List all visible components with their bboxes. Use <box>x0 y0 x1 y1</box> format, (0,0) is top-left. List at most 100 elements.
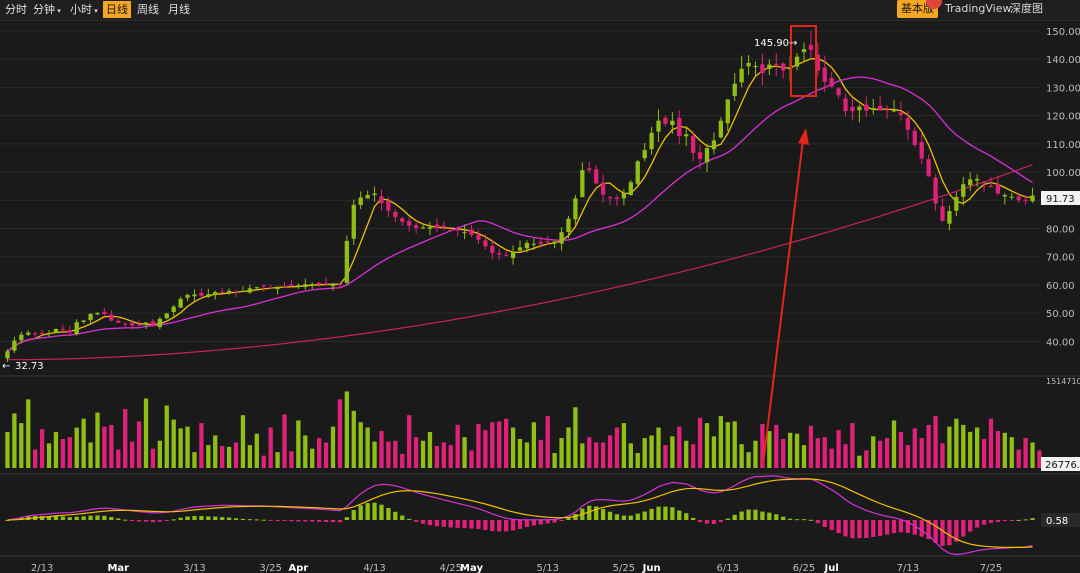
macd-histogram-bar <box>74 516 79 520</box>
candle-body <box>247 288 253 293</box>
volume-bar <box>74 427 79 468</box>
tab-daily[interactable]: 日线 <box>103 1 131 18</box>
tab-minute[interactable]: 分钟 ▾ <box>33 3 61 16</box>
candle-body <box>580 170 585 198</box>
volume-bar <box>289 451 294 468</box>
candle-body <box>199 292 204 296</box>
candle-body <box>157 318 162 328</box>
grid-lines <box>0 30 1080 557</box>
volume-bar <box>400 453 405 468</box>
macd-histogram-bar <box>677 510 682 520</box>
volume-bar <box>940 443 945 468</box>
candle-body <box>697 152 703 159</box>
volume-bar <box>427 431 433 468</box>
macd-histogram-bar <box>109 517 114 520</box>
macd-histogram-bar <box>407 518 412 520</box>
candle-body <box>448 229 453 231</box>
volume-bar <box>691 444 696 468</box>
volume-bar <box>39 429 45 468</box>
candle-body <box>407 221 412 226</box>
price-tick-label: 150.00 <box>1046 27 1080 38</box>
volume-bar <box>947 426 952 468</box>
candle-body <box>746 62 751 67</box>
candle-body <box>794 56 800 67</box>
volume-bar <box>53 431 59 468</box>
candle-body <box>988 185 994 188</box>
macd-histogram-bar <box>781 516 786 520</box>
macd-histogram-bar <box>441 520 446 527</box>
macd-histogram-bar <box>282 520 287 521</box>
date-tick-label: 3/25 <box>259 563 281 573</box>
volume-bar <box>614 427 620 468</box>
candle-body <box>434 224 440 229</box>
volume-bar <box>316 438 322 468</box>
macd-histogram-bar <box>656 506 661 520</box>
macd-histogram-bar <box>1016 519 1021 521</box>
candle-body <box>372 193 377 196</box>
macd-histogram-bar <box>1023 519 1028 521</box>
date-tick-label: 7/25 <box>980 563 1002 573</box>
candle-body <box>801 49 807 53</box>
volume-bar <box>434 446 440 468</box>
candle-body <box>940 206 945 221</box>
candle-body <box>178 298 183 308</box>
volume-bar <box>587 437 592 468</box>
volume-bar <box>275 452 280 468</box>
macd-histogram-bar <box>400 515 405 520</box>
macd-histogram-bar <box>497 520 502 532</box>
volume-bar <box>171 419 176 468</box>
candle-body <box>531 243 536 245</box>
volume-bar <box>220 446 225 468</box>
volume-bar <box>199 423 204 468</box>
macd-histogram-bar <box>275 520 280 521</box>
macd-histogram-bar <box>808 519 814 521</box>
tradingview-button[interactable]: TradingView <box>945 2 1012 15</box>
macd-histogram-bar <box>628 515 633 520</box>
macd-histogram-bar <box>337 520 343 523</box>
macd-histogram-bar <box>711 520 717 524</box>
date-tick-label: 5/25 <box>613 563 635 573</box>
macd-histogram-bar <box>531 520 536 526</box>
volume-bar <box>123 409 128 468</box>
moving-averages <box>7 58 1033 361</box>
tab-monthly[interactable]: 月线 <box>168 3 190 16</box>
date-tick-label: 2/13 <box>31 563 53 573</box>
macd-histogram-bar <box>88 515 93 520</box>
candle-body <box>891 110 897 112</box>
tab-weekly[interactable]: 周线 <box>137 3 159 16</box>
candle-body <box>226 290 232 293</box>
current-value-labels: 91.73 1514710.29 26776. 0.58 <box>1041 191 1080 527</box>
depth-chart-button[interactable]: 深度图 <box>1010 2 1043 15</box>
candle-body <box>351 204 356 239</box>
volume-bar <box>677 426 682 468</box>
candle-body <box>74 322 79 335</box>
tab-timeshare[interactable]: 分时 <box>5 3 27 16</box>
current-volume-label: 26776. <box>1045 460 1080 471</box>
date-tick-label: 5/13 <box>536 563 558 573</box>
tab-hour[interactable]: 小时 ▾ <box>70 3 98 16</box>
volume-bar <box>116 449 121 468</box>
volume-bar <box>1037 450 1042 468</box>
candle-body <box>760 64 765 74</box>
candle-body <box>573 198 578 220</box>
volume-bar <box>884 438 890 468</box>
volume-bar <box>573 407 578 468</box>
high-price-label: 145.90 <box>754 38 789 49</box>
candle-body <box>46 332 52 334</box>
volume-bar <box>372 441 377 468</box>
candle-body <box>1002 194 1007 197</box>
price-chart[interactable]: 145.90 → ← 32.73 40.00 50.00 60.00 70.00 80.… <box>0 20 1080 573</box>
macd-histogram-bar <box>129 520 135 521</box>
macd-histogram-bar <box>878 520 883 536</box>
volume-bar <box>711 436 717 468</box>
candle-body <box>663 117 668 124</box>
macd-histogram-bar <box>822 520 827 527</box>
candle-body <box>1016 196 1021 200</box>
macd-histogram-bar <box>871 520 876 537</box>
price-tick-label: 40.00 <box>1046 337 1075 348</box>
volume-bar <box>531 422 536 468</box>
current-macd-box <box>1041 513 1080 527</box>
volume-bar <box>60 438 66 468</box>
candle-body <box>981 181 987 184</box>
candle-body <box>545 241 550 243</box>
